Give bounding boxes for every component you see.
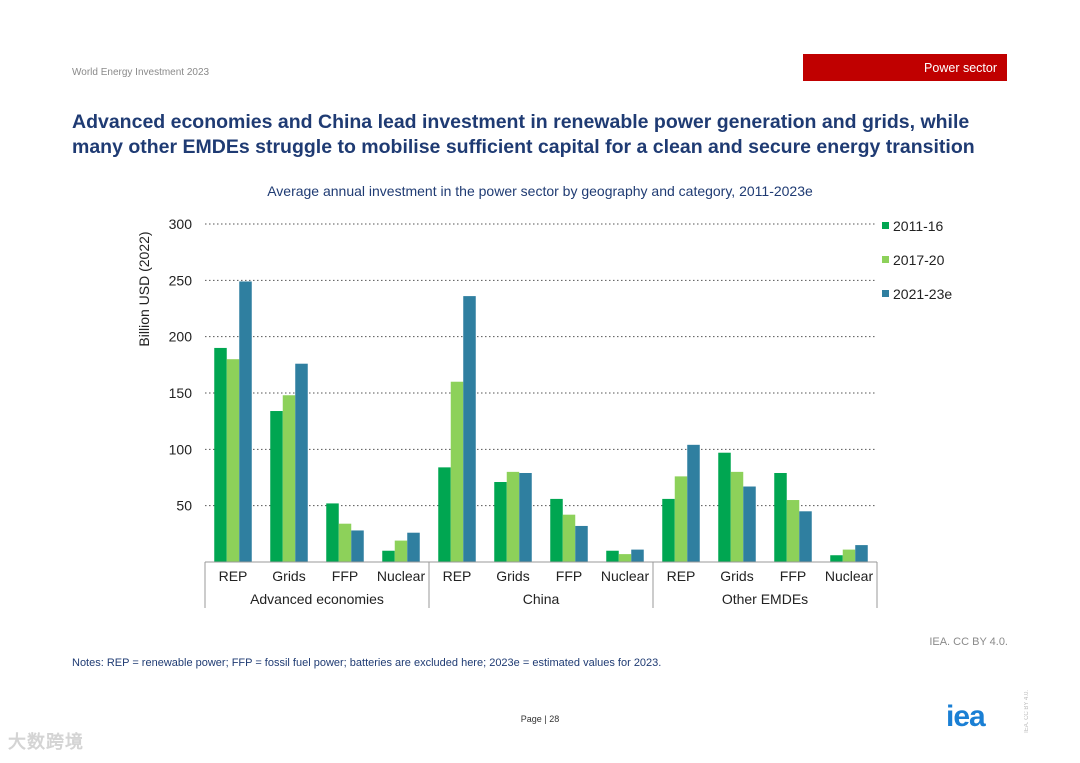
- watermark: 大数跨境: [8, 732, 84, 752]
- iea-logo: iea: [946, 700, 987, 730]
- bar-2011-16-4: [438, 467, 451, 562]
- bar-2011-16-6: [550, 498, 563, 562]
- page-number: Page | 28: [0, 714, 1080, 724]
- bar-2021-23e-11: [855, 545, 868, 562]
- page-number-value: 28: [549, 714, 560, 724]
- x-category-label: FFP: [780, 568, 806, 584]
- bar-2021-23e-0: [239, 281, 252, 562]
- x-group-label: China: [523, 591, 560, 607]
- bar-2021-23e-6: [575, 525, 588, 562]
- bars: [214, 281, 868, 562]
- legend-label: 2011-16: [893, 218, 944, 234]
- x-category-label: REP: [443, 568, 472, 584]
- page-headline: Advanced economies and China lead invest…: [72, 111, 975, 158]
- document-label: World Energy Investment 2023: [72, 67, 210, 78]
- grid-lines: [205, 223, 877, 507]
- bar-2017-20-11: [842, 549, 856, 562]
- legend-swatch: [882, 290, 889, 297]
- x-category-label: Grids: [496, 568, 529, 584]
- bar-2021-23e-3: [407, 532, 420, 562]
- x-category-label: REP: [667, 568, 696, 584]
- license-vertical: IEA. CC BY 4.0.: [1024, 690, 1030, 733]
- legend-label: 2017-20: [893, 252, 945, 268]
- bar-2021-23e-7: [631, 549, 644, 562]
- y-tick-label: 100: [169, 441, 193, 457]
- chart-notes: Notes: REP = renewable power; FFP = foss…: [72, 657, 662, 669]
- legend-label: 2021-23e: [893, 286, 952, 302]
- x-category-label: Nuclear: [825, 568, 874, 584]
- bar-2021-23e-9: [743, 486, 756, 562]
- bar-2011-16-7: [606, 550, 619, 562]
- x-category-label: Nuclear: [601, 568, 650, 584]
- x-category-label: Grids: [720, 568, 753, 584]
- bar-2017-20-6: [562, 514, 576, 562]
- section-badge: Power sector: [803, 54, 1007, 81]
- legend[interactable]: 2011-16 2017-20 2021-23e: [882, 218, 952, 302]
- y-tick-label: 300: [169, 216, 193, 232]
- y-tick-label: 200: [169, 329, 193, 345]
- bar-2021-23e-2: [351, 530, 364, 562]
- bar-chart: 50 100 150 200 250 300 REP Grids FFP Nuclear Adva…: [136, 216, 952, 608]
- bar-2017-20-8: [674, 476, 688, 562]
- page-label: Page: [520, 714, 542, 724]
- bar-2017-20-0: [226, 359, 240, 562]
- y-tick-label: 150: [169, 385, 193, 401]
- bar-2017-20-2: [338, 523, 352, 562]
- chart-title: Average annual investment in the power s…: [267, 183, 813, 199]
- bar-2017-20-5: [506, 471, 520, 562]
- bar-2011-16-11: [830, 555, 843, 562]
- bar-2021-23e-4: [463, 296, 476, 562]
- bar-2017-20-4: [450, 381, 464, 562]
- section-badge-label: Power sector: [924, 60, 997, 75]
- x-category-label: Grids: [272, 568, 305, 584]
- y-axis-ticks: 50 100 150 200 250 300: [169, 216, 193, 514]
- legend-swatch: [882, 256, 889, 263]
- bar-2011-16-5: [494, 482, 507, 562]
- bar-2021-23e-5: [519, 472, 532, 562]
- legend-swatch: [882, 222, 889, 229]
- bar-2011-16-9: [718, 452, 731, 562]
- y-tick-label: 50: [176, 498, 192, 514]
- bar-2011-16-10: [774, 472, 787, 562]
- bar-2021-23e-8: [687, 444, 700, 562]
- y-tick-label: 250: [169, 272, 193, 288]
- x-group-label: Other EMDEs: [722, 591, 808, 607]
- iea-logo-text: iea: [946, 700, 986, 730]
- bar-2011-16-0: [214, 347, 227, 562]
- bar-2021-23e-1: [295, 363, 308, 562]
- bar-2011-16-3: [382, 550, 395, 562]
- bar-2011-16-1: [270, 411, 283, 562]
- bar-2011-16-2: [326, 503, 339, 562]
- x-category-label: REP: [219, 568, 248, 584]
- y-axis-label: Billion USD (2022): [136, 231, 152, 346]
- bar-2017-20-3: [394, 540, 408, 562]
- x-category-label: FFP: [556, 568, 582, 584]
- bar-2017-20-1: [282, 395, 296, 562]
- bar-2011-16-8: [662, 498, 675, 562]
- bar-2017-20-10: [786, 500, 800, 562]
- x-category-label: FFP: [332, 568, 358, 584]
- x-category-label: Nuclear: [377, 568, 426, 584]
- bar-2017-20-9: [730, 471, 744, 562]
- bar-2021-23e-10: [799, 511, 812, 562]
- page-separator: |: [544, 714, 547, 724]
- bar-2017-20-7: [618, 554, 632, 562]
- chart-credit: IEA. CC BY 4.0.: [929, 636, 1008, 648]
- x-group-label: Advanced economies: [250, 591, 384, 607]
